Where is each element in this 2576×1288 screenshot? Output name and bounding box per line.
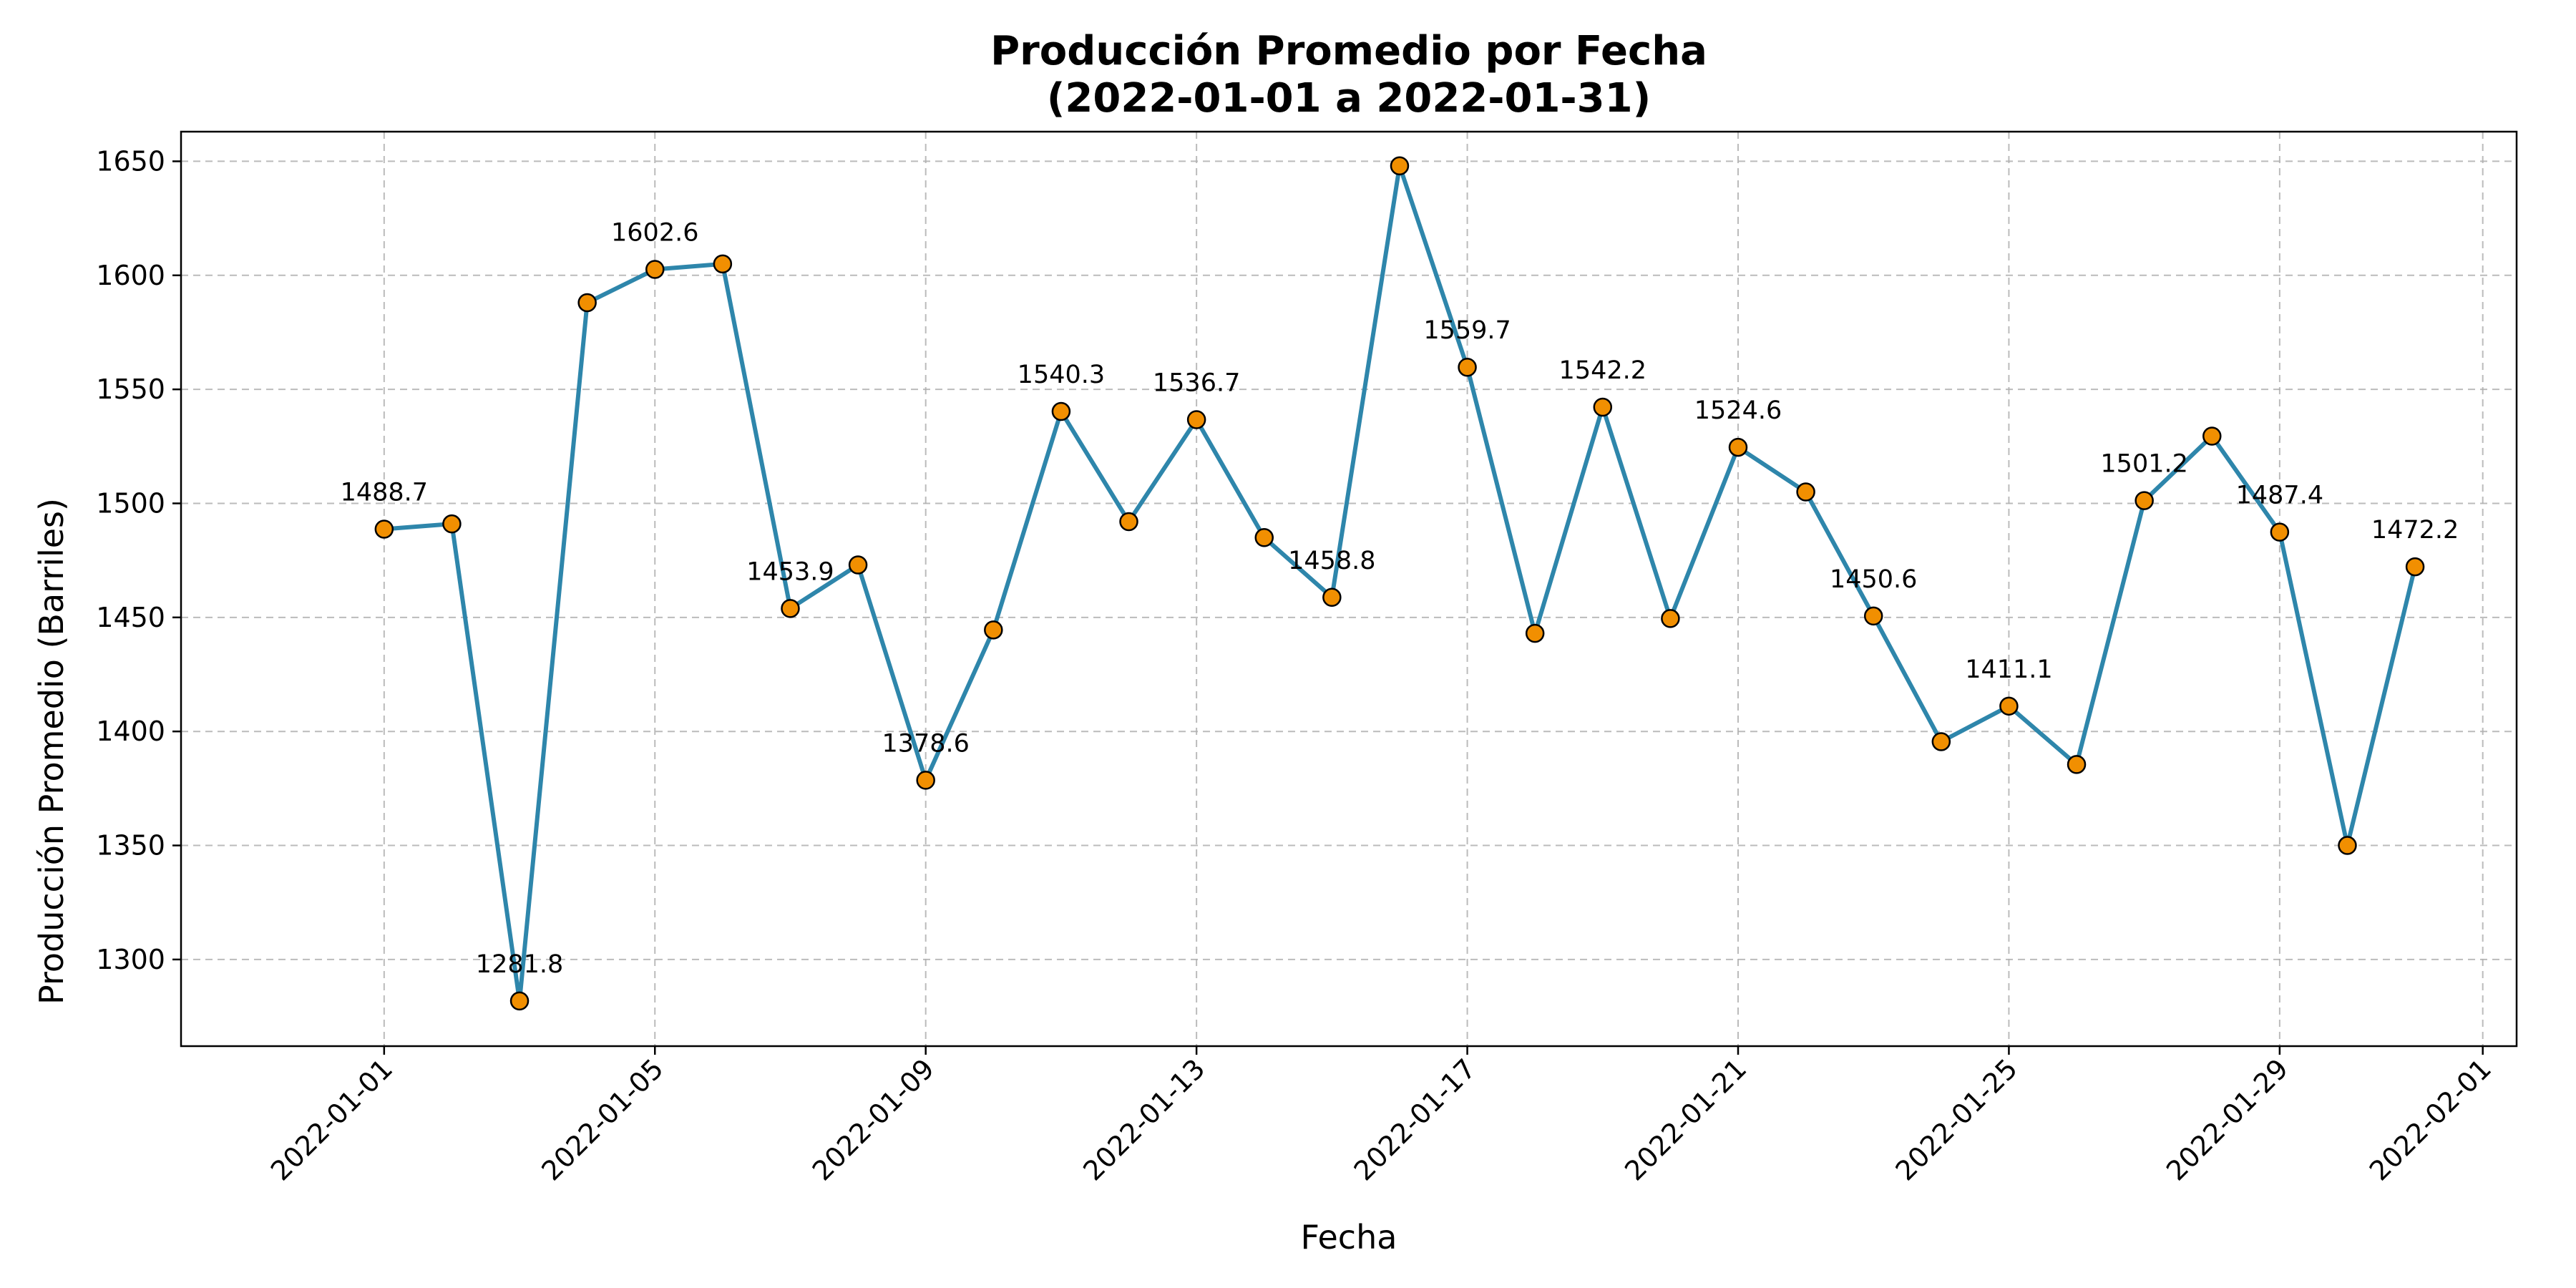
y-tick-label: 1600 bbox=[96, 260, 165, 291]
data-point bbox=[509, 991, 530, 1011]
data-label: 1602.6 bbox=[611, 218, 698, 247]
chart-title-line-2: (2022-01-01 a 2022-01-31) bbox=[1047, 75, 1651, 122]
data-label: 1450.6 bbox=[1830, 565, 1917, 594]
data-point bbox=[1186, 410, 1206, 429]
data-point bbox=[1458, 357, 1477, 377]
data-label: 1524.6 bbox=[1694, 396, 1782, 425]
data-point bbox=[2338, 836, 2357, 855]
data-label: 1559.7 bbox=[1423, 316, 1511, 345]
data-point bbox=[1051, 401, 1071, 421]
data-point bbox=[1728, 437, 1748, 457]
data-point bbox=[577, 293, 597, 313]
data-label: 1411.1 bbox=[1965, 655, 2052, 684]
data-label: 1540.3 bbox=[1018, 361, 1105, 389]
data-point bbox=[916, 771, 935, 790]
data-label: 1501.2 bbox=[2100, 450, 2187, 479]
data-point bbox=[1593, 397, 1613, 417]
data-point bbox=[2202, 426, 2222, 446]
data-point bbox=[645, 260, 665, 279]
y-axis-ticks: 1300 1350 1400 1450 1500 1550 1600 1650 bbox=[96, 145, 181, 975]
data-label: 1536.7 bbox=[1153, 369, 1240, 398]
grid-lines bbox=[181, 132, 2517, 1046]
data-label: 1453.9 bbox=[746, 557, 834, 586]
data-point bbox=[781, 599, 800, 618]
data-point bbox=[848, 555, 868, 575]
data-point bbox=[713, 254, 733, 274]
y-tick-label: 1650 bbox=[96, 145, 165, 177]
data-point bbox=[1322, 587, 1342, 608]
data-label: 1542.2 bbox=[1559, 356, 1646, 385]
data-point bbox=[2135, 491, 2154, 510]
data-point bbox=[2067, 755, 2087, 774]
data-label: 1281.8 bbox=[476, 950, 563, 979]
data-point bbox=[1863, 606, 1883, 626]
data-label: 1472.2 bbox=[2371, 516, 2459, 545]
data-point bbox=[1525, 623, 1545, 643]
data-label-layer: 1488.7 1281.8 1602.6 1453.9 1378.6 1540.3 1536… bbox=[341, 218, 2459, 978]
data-point bbox=[2405, 557, 2425, 577]
y-tick-label: 1450 bbox=[96, 602, 165, 633]
data-label: 1487.4 bbox=[2236, 482, 2323, 510]
y-tick-label: 1400 bbox=[96, 716, 165, 747]
data-label: 1458.8 bbox=[1288, 547, 1375, 575]
data-point bbox=[1390, 156, 1410, 176]
chart-title-line-1: Producción Promedio por Fecha bbox=[990, 28, 1707, 74]
plot-area-frame bbox=[180, 130, 2518, 1048]
data-label: 1488.7 bbox=[341, 478, 428, 507]
data-point bbox=[1999, 696, 2019, 716]
y-tick-label: 1500 bbox=[96, 487, 165, 519]
data-point bbox=[442, 514, 462, 534]
data-point-layer bbox=[374, 156, 2425, 1011]
data-label: 1378.6 bbox=[882, 729, 969, 758]
y-tick-label: 1300 bbox=[96, 944, 165, 975]
data-point bbox=[2270, 522, 2290, 542]
y-tick-label: 1350 bbox=[96, 830, 165, 862]
data-point bbox=[1119, 512, 1138, 532]
x-axis-label: Fecha bbox=[1301, 1218, 1397, 1257]
y-tick-label: 1550 bbox=[96, 374, 165, 405]
data-point bbox=[1796, 482, 1815, 502]
data-point bbox=[1931, 732, 1951, 751]
data-point bbox=[374, 519, 394, 539]
data-point bbox=[1254, 528, 1274, 547]
data-point bbox=[984, 620, 1003, 640]
data-point bbox=[1661, 609, 1680, 628]
y-axis-label: Producción Promedio (Barriles) bbox=[32, 498, 71, 1005]
